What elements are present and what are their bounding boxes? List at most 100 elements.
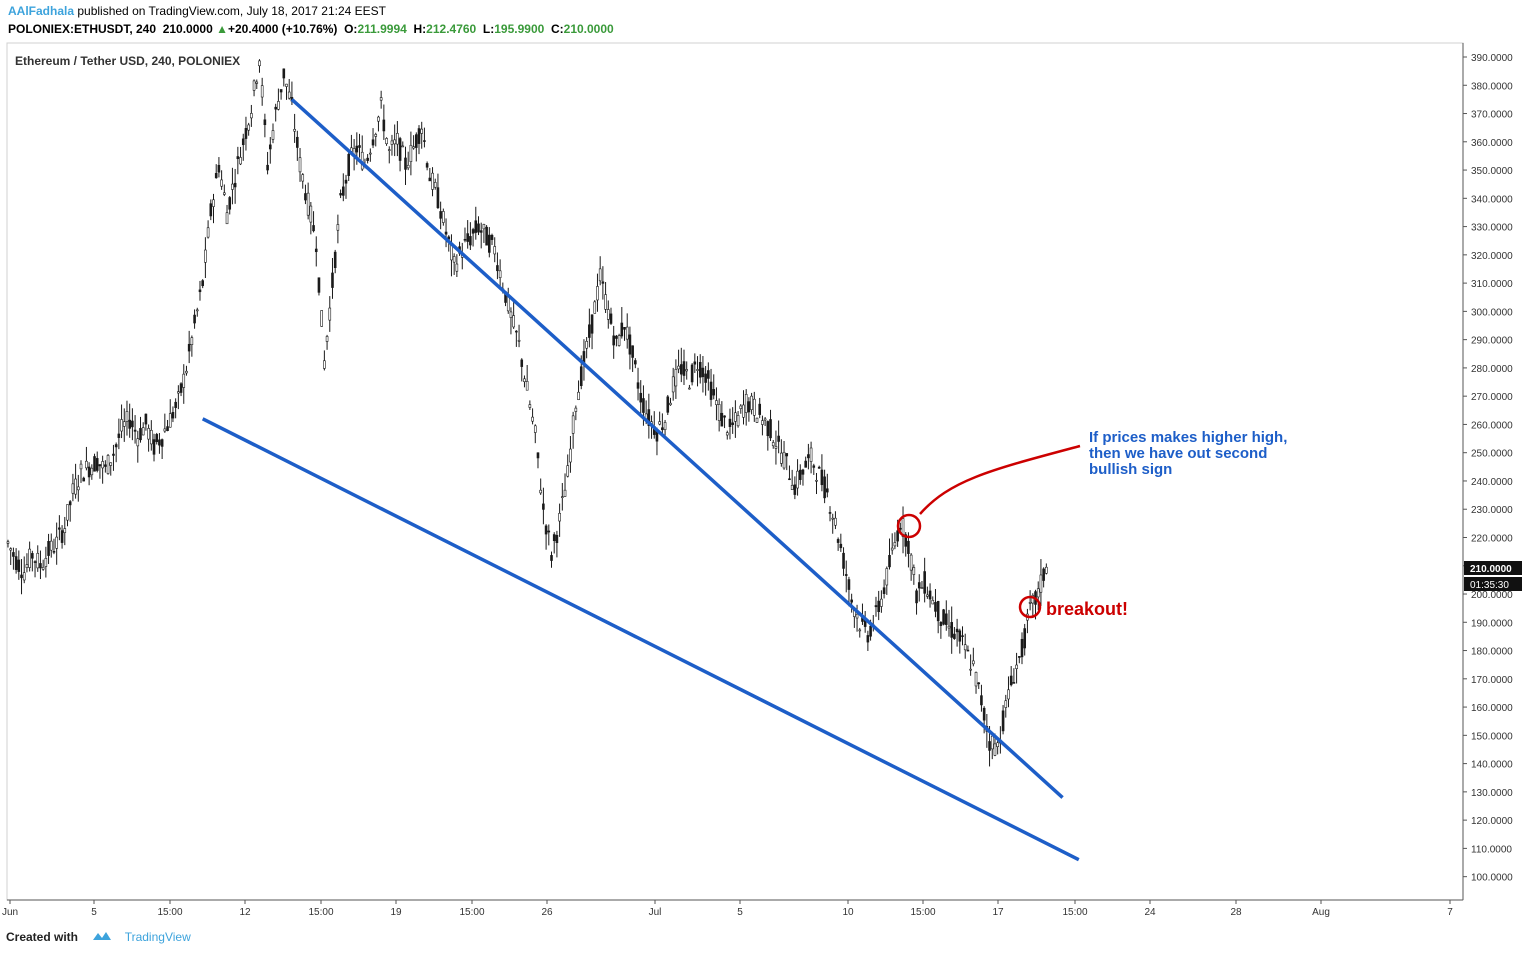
candle-body [385, 138, 388, 145]
candle-body [612, 335, 615, 346]
candle-body [58, 527, 61, 530]
candle-body [431, 172, 434, 190]
plot-area[interactable] [6, 42, 1464, 901]
candle-body [747, 401, 751, 413]
candle-body [60, 530, 64, 543]
candle-body [850, 599, 853, 603]
candle-body [320, 310, 323, 327]
candle-body [177, 391, 180, 394]
time-axis[interactable]: Jun 5 15:00 12 15:00 19 15:00 26 Jul 5 10 15:00 17 15… [2, 900, 1453, 918]
y-tick-label: 200.0000 [1471, 590, 1513, 601]
published-text: published on TradingView.com, July 18, 2… [77, 4, 387, 18]
candle-body [953, 633, 956, 639]
author-link[interactable]: AAlFadhala [8, 4, 75, 18]
candle-body [685, 369, 689, 372]
annotation-line-2: then we have out second [1089, 445, 1267, 462]
candle-body [147, 428, 150, 440]
resistance-trendline[interactable] [290, 98, 1064, 799]
candle-body [377, 116, 380, 122]
candle-body [828, 512, 832, 514]
breakout-circle [1018, 595, 1042, 619]
trendlines[interactable] [201, 98, 1080, 862]
candle-body [260, 85, 264, 98]
candle-body [533, 425, 537, 433]
candle-body [71, 483, 75, 494]
candle-body [404, 157, 407, 170]
candle-body [615, 335, 618, 339]
candle-body [709, 381, 713, 400]
candle-body [755, 417, 759, 423]
candle-body [820, 469, 824, 486]
candle-body [298, 157, 302, 173]
candle-body [168, 413, 172, 428]
y-tick-label: 150.0000 [1471, 731, 1513, 742]
candle-body [398, 138, 402, 161]
candle-body [225, 212, 229, 225]
candle-body [566, 465, 570, 477]
candle-body [93, 456, 96, 472]
candle-body [528, 404, 532, 408]
candle-body [704, 373, 707, 383]
candle-body [379, 97, 383, 101]
price-chart[interactable]: Ethereum / Tether USD, 240, POLONIEX 390… [0, 0, 1528, 920]
x-tick-label: 5 [737, 907, 743, 918]
annotation-line-3: bullish sign [1089, 461, 1172, 478]
chart-title: Ethereum / Tether USD, 240, POLONIEX [15, 54, 240, 68]
candle-body [517, 339, 521, 342]
candle-body [804, 460, 807, 468]
y-tick-label: 220.0000 [1471, 533, 1513, 544]
tradingview-link[interactable]: TradingView [124, 930, 191, 944]
candle-body [658, 421, 661, 425]
ohlc-legend: POLONIEX:ETHUSDT, 240 210.0000 ▲+20.4000… [8, 22, 614, 36]
candle-body [496, 265, 499, 272]
candle-body [114, 444, 118, 448]
y-tick-label: 350.0000 [1471, 166, 1513, 177]
close-label: C: [550, 22, 564, 36]
candle-body [944, 613, 948, 625]
candle-body [647, 409, 651, 426]
x-tick-label: Jul [649, 907, 662, 918]
candle-body [1031, 595, 1035, 604]
candle-body [977, 682, 981, 685]
support-trendline[interactable] [201, 417, 1080, 862]
candle-body [1023, 628, 1027, 649]
candle-body [109, 462, 113, 466]
candle-body [561, 496, 564, 498]
y-tick-label: 270.0000 [1471, 392, 1513, 403]
candle-body [106, 455, 110, 474]
footer: Created with TradingView [6, 930, 191, 945]
candle-body [498, 270, 502, 278]
candle-body [90, 467, 94, 476]
candle-body [785, 453, 789, 457]
candle-body [855, 613, 859, 619]
candle-body [636, 382, 640, 389]
candle-body [436, 187, 440, 209]
candle-body [101, 461, 104, 469]
y-tick-label: 110.0000 [1471, 844, 1512, 855]
candle-body [306, 192, 310, 216]
candle-body [766, 421, 770, 437]
y-tick-label: 250.0000 [1471, 449, 1513, 460]
candle-body [469, 236, 472, 246]
candle-body [33, 561, 37, 563]
price-axis[interactable]: 390.0000 380.0000 370.0000 360.0000 350.0000… [1463, 53, 1513, 884]
candle-body [282, 68, 286, 79]
candle-body [739, 405, 743, 409]
candle-body [1004, 700, 1008, 708]
candle-body [304, 193, 307, 201]
candle-body [712, 389, 716, 396]
candle-body [31, 553, 34, 559]
candle-body [41, 566, 45, 570]
candle-body [117, 433, 121, 438]
x-tick-label: 26 [541, 907, 553, 918]
y-tick-label: 370.0000 [1471, 110, 1513, 121]
candle-body [233, 182, 237, 188]
y-tick-label: 230.0000 [1471, 505, 1513, 516]
candle-body [190, 337, 194, 345]
countdown-tag-text: 01:35:30 [1470, 580, 1509, 591]
candle-body [555, 534, 559, 544]
candle-body [563, 489, 567, 497]
candle-body [425, 163, 429, 168]
candle-body [195, 309, 199, 312]
candle-body [417, 128, 421, 144]
